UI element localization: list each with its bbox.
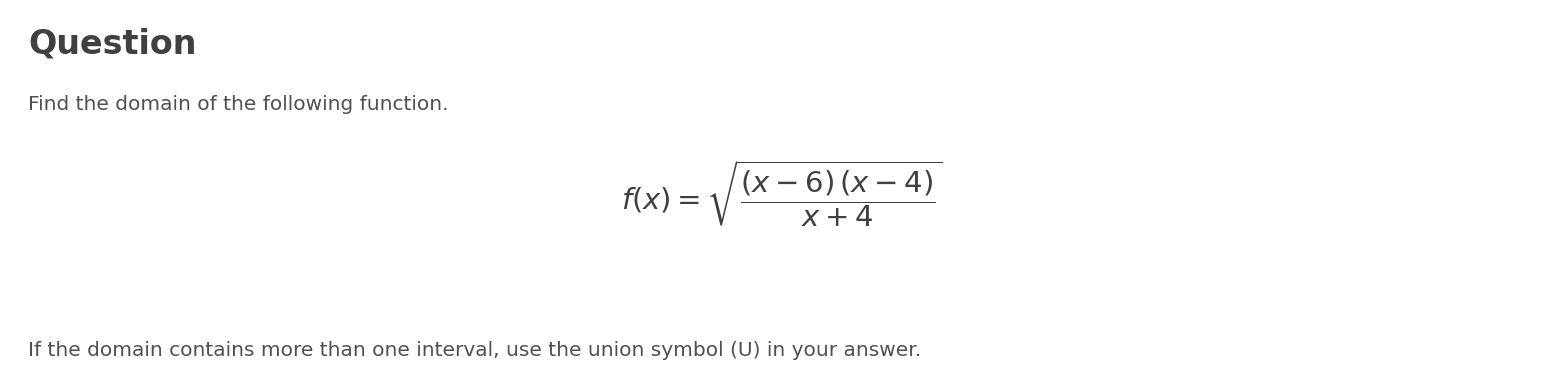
Text: If the domain contains more than one interval, use the union symbol (U) in your : If the domain contains more than one int… xyxy=(28,341,921,360)
Text: Question: Question xyxy=(28,28,197,61)
Text: $f(x) = \sqrt{\dfrac{(x - 6)\,(x - 4)}{x + 4}}$: $f(x) = \sqrt{\dfrac{(x - 6)\,(x - 4)}{x… xyxy=(621,158,943,230)
Text: Find the domain of the following function.: Find the domain of the following functio… xyxy=(28,95,449,114)
